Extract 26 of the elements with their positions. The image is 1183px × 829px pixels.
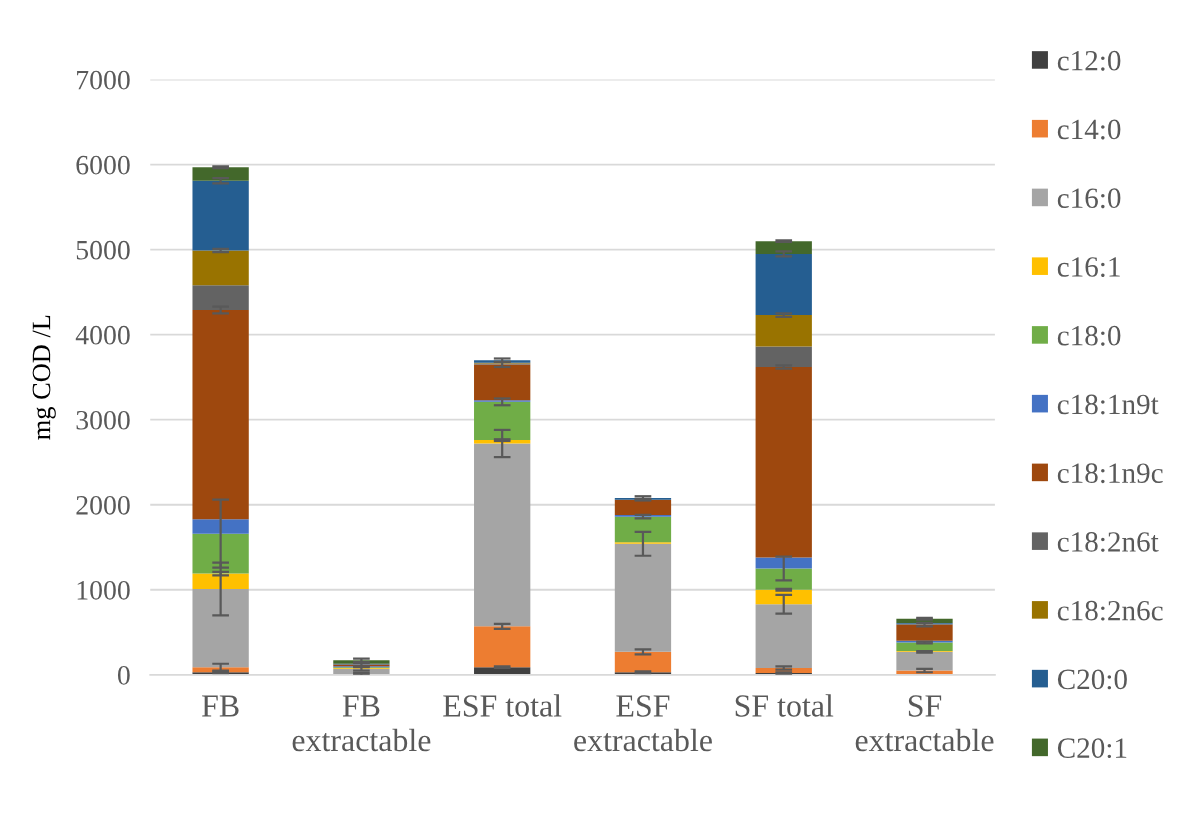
y-tick-label: 1000 — [77, 580, 130, 600]
y-tick-label: 3000 — [76, 410, 130, 430]
legend-label: c18:2n6t — [1057, 532, 1159, 552]
y-tick-label: 7000 — [77, 70, 130, 90]
legend-label: c16:1 — [1057, 257, 1120, 277]
legend-label: c14:0 — [1057, 119, 1121, 140]
x-tick-label: SF total — [735, 694, 834, 717]
legend-label: c18:2n6c — [1057, 600, 1163, 621]
y-tick-label: 0 — [117, 665, 130, 685]
legend-label: c18:0 — [1057, 325, 1121, 346]
y-tick-label: 4000 — [75, 325, 130, 345]
y-tick-label: 6000 — [76, 155, 130, 175]
legend-label: C20:1 — [1057, 738, 1127, 759]
y-axis-title: mg COD /L — [32, 315, 56, 440]
y-tick-label: 2000 — [76, 495, 130, 515]
x-tick-label: SF extractable — [855, 695, 994, 752]
legend-label: c12:0 — [1057, 50, 1121, 71]
legend-label: C20:0 — [1057, 669, 1127, 690]
legend-label: c18:1n9c — [1057, 463, 1163, 484]
y-tick-label: 5000 — [76, 240, 130, 260]
x-tick-label: FB — [202, 695, 239, 717]
x-tick-label: ESF extractable — [574, 695, 712, 752]
x-tick-label: ESF total — [443, 694, 562, 717]
legend-label: c18:1n9t — [1057, 394, 1159, 415]
legend-label: c16:0 — [1057, 188, 1121, 209]
x-tick-label: FB extractable — [292, 695, 431, 752]
